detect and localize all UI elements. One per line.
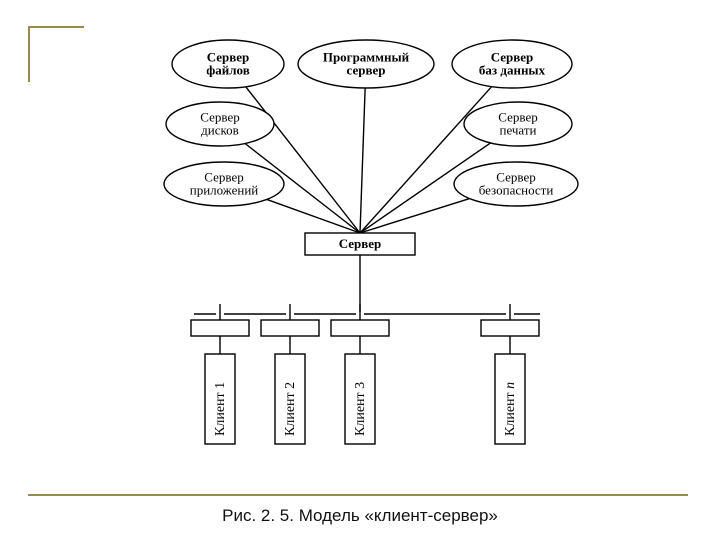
client-label-3: Клиент 3 — [353, 382, 368, 436]
ellipse-label-apps: приложений — [190, 183, 259, 198]
client-label-2: Клиент 2 — [283, 382, 298, 436]
client-label-1: Клиент 1 — [213, 382, 228, 436]
ellipse-label-sec: безопасности — [479, 183, 554, 198]
figure-caption: Рис. 2. 5. Модель «клиент-сервер» — [0, 506, 720, 526]
frame-corner — [28, 26, 84, 82]
frame-bottom-line — [28, 494, 688, 496]
server-hub-label: Сервер — [339, 236, 382, 251]
ellipse-label-files: файлов — [206, 63, 249, 78]
client-server-diagram: СерверфайловПрограммныйсерверСервербаз д… — [120, 24, 600, 490]
ellipse-label-print: печати — [499, 123, 536, 138]
ellipse-label-db: баз данных — [479, 63, 546, 78]
ellipse-label-prog: сервер — [347, 63, 386, 78]
client-label-4: Клиент n — [503, 382, 518, 436]
ellipse-label-disks: дисков — [201, 123, 239, 138]
